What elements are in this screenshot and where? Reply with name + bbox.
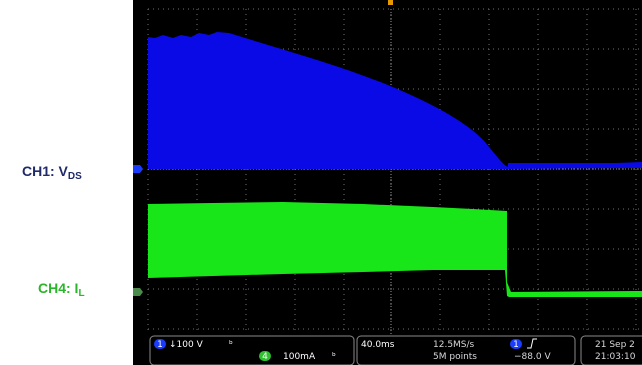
sample-rate: 12.5MS/s	[433, 340, 475, 350]
ch1-vds-label: CH1: VDS	[22, 163, 82, 182]
status-bar: 1 ↓100 V ᵇ 4 100mA ᵇ 40.0ms 12.5MS/s 5M …	[133, 334, 642, 365]
ch1-waveform-tail	[508, 163, 642, 167]
ch4-ground-marker	[133, 288, 143, 296]
ch1-number: 1	[157, 340, 163, 350]
ch1-scale[interactable]: ↓100 V	[169, 340, 204, 350]
time: 21:03:10	[595, 352, 636, 362]
timebase-readout-box	[356, 335, 576, 365]
ch4-il-label: CH4: IL	[38, 280, 85, 299]
rising-edge-icon	[527, 338, 537, 349]
datetime-readout-box	[580, 335, 642, 365]
ch1-badge[interactable]	[154, 339, 166, 349]
ch1-label-subscript: DS	[67, 171, 82, 182]
ch4-label-subscript: L	[78, 288, 85, 299]
ch4-waveform	[148, 202, 642, 297]
oscilloscope-screen: 1 ↓100 V ᵇ 4 100mA ᵇ 40.0ms 12.5MS/s 5M …	[133, 0, 642, 365]
ch4-badge[interactable]	[259, 351, 271, 361]
ch1-ground-marker	[133, 165, 143, 173]
scope-display: 1 ↓100 V ᵇ 4 100mA ᵇ 40.0ms 12.5MS/s 5M …	[133, 0, 642, 365]
timebase[interactable]: 40.0ms	[361, 340, 395, 350]
channel-readout-box	[149, 335, 355, 365]
ch4-bw-icon: ᵇ	[332, 352, 336, 362]
graticule	[147, 8, 642, 334]
record-length: 5M points	[433, 352, 477, 362]
ch1-bw-icon: ᵇ	[229, 340, 233, 350]
trigger-position-marker	[388, 0, 393, 5]
date: 21 Sep 2	[595, 340, 635, 350]
ch4-label-text: CH4: I	[38, 280, 79, 296]
ch4-number: 4	[262, 352, 268, 362]
ch4-scale[interactable]: 100mA	[283, 352, 316, 362]
ch1-waveform	[148, 32, 642, 169]
trigger-level[interactable]: −88.0 V	[514, 352, 551, 362]
trigger-channel-badge[interactable]	[510, 339, 522, 349]
trigger-channel: 1	[513, 340, 519, 350]
ch1-label-text: CH1: V	[22, 163, 68, 179]
